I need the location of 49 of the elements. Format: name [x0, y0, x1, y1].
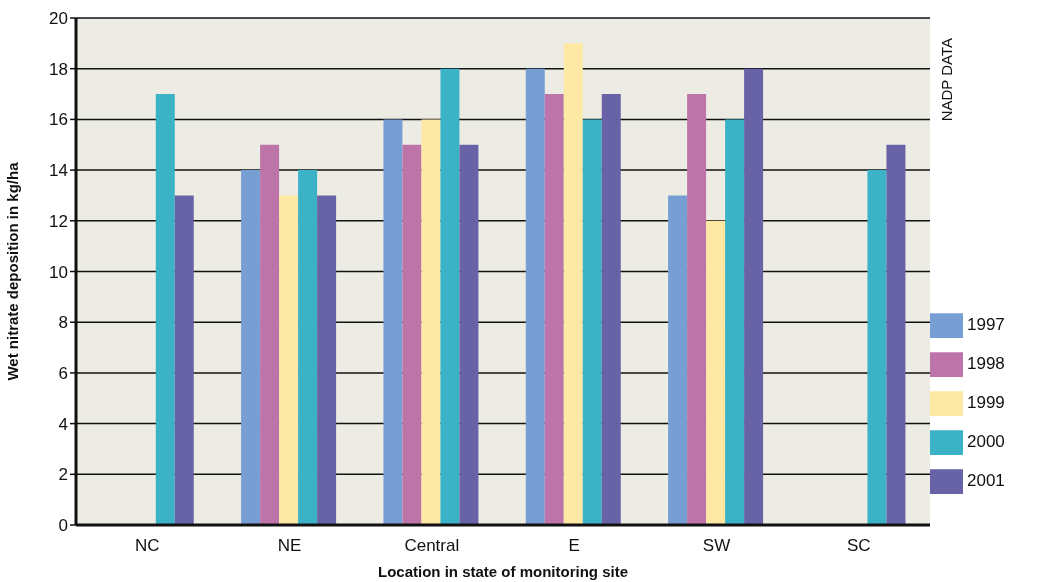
bar	[687, 94, 707, 525]
y-tick-label: 16	[49, 110, 68, 130]
y-tick-label: 14	[49, 161, 68, 181]
legend-label: 1998	[967, 353, 1005, 373]
y-tick-label: 2	[58, 465, 68, 485]
bar	[260, 144, 280, 525]
x-tick-label: NC	[134, 536, 160, 556]
y-tick-label: 10	[49, 262, 68, 282]
bar	[155, 94, 175, 525]
bar	[402, 144, 422, 525]
x-tick-label: SC	[847, 536, 871, 556]
bar	[459, 144, 479, 525]
legend-label: 1999	[967, 392, 1005, 412]
x-tick-label: NE	[277, 536, 302, 556]
legend-label: 2001	[967, 470, 1005, 490]
y-tick-label: 20	[49, 9, 68, 29]
bar	[668, 195, 688, 525]
bar	[582, 119, 602, 525]
bar	[744, 68, 764, 525]
bar	[706, 220, 726, 525]
y-tick-label: 0	[58, 516, 68, 536]
legend-label: 1997	[967, 314, 1005, 334]
y-tick-label: 4	[58, 414, 68, 434]
bar	[563, 43, 583, 525]
bar	[279, 195, 299, 525]
bar	[525, 68, 545, 525]
bar	[886, 144, 906, 525]
text: NADP DATA	[937, 38, 956, 122]
x-tick-label: Central	[404, 536, 460, 556]
bar	[440, 68, 460, 525]
bar	[298, 170, 318, 525]
y-tick-label: 18	[49, 59, 68, 79]
bar	[241, 170, 261, 525]
x-tick-label: SW	[702, 536, 731, 556]
y-tick-label: 12	[49, 211, 68, 231]
bar	[544, 94, 564, 525]
bar	[725, 119, 745, 525]
y-tick-label: 8	[58, 313, 68, 333]
bar	[867, 170, 887, 525]
bar	[174, 195, 194, 525]
bar	[317, 195, 337, 525]
y-tick-label: 6	[58, 363, 68, 383]
y-axis-title: Wet nitrate deposition in kg/ha	[4, 161, 21, 381]
bar	[421, 119, 441, 525]
x-tick-label: E	[568, 536, 580, 556]
bar	[601, 94, 621, 525]
legend-label: 2000	[967, 431, 1005, 451]
bar	[383, 119, 403, 525]
x-axis-title: Location in state of monitoring site	[377, 563, 629, 580]
